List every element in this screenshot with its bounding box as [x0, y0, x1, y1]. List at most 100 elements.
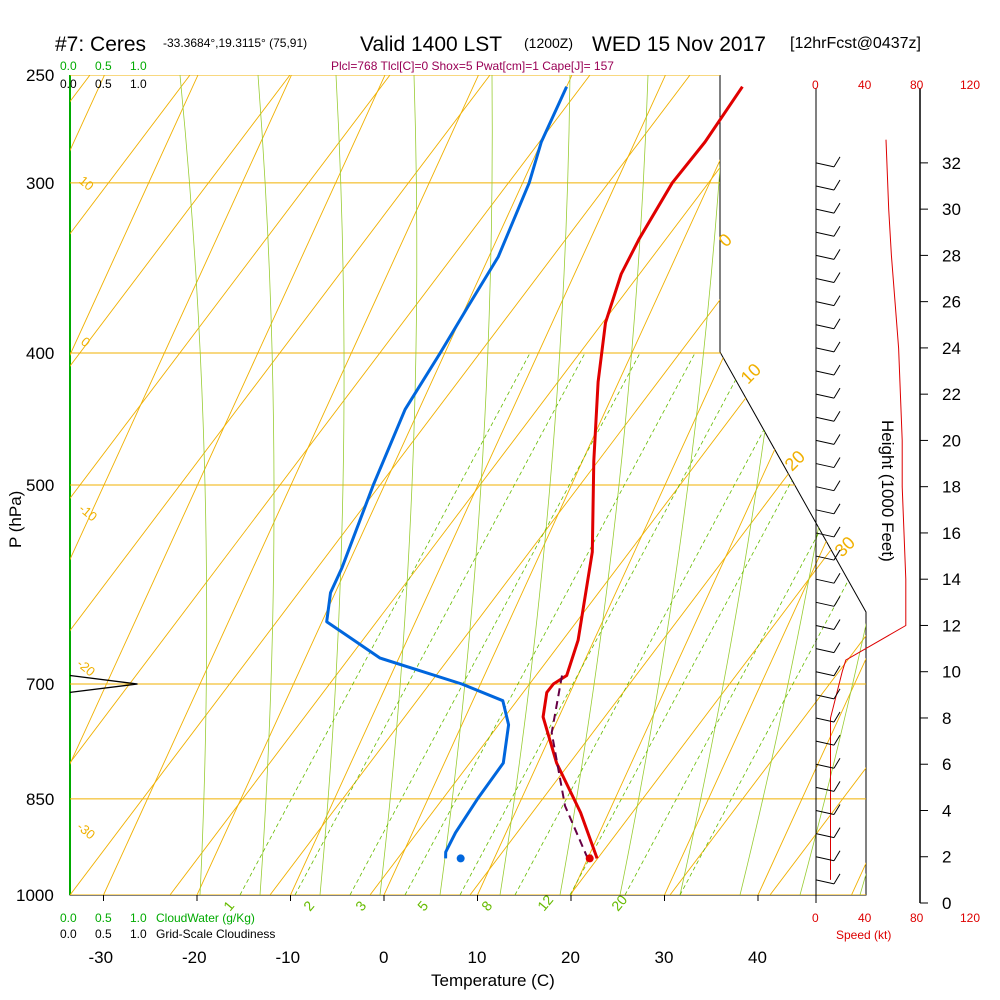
dry-adiabat — [970, 75, 1000, 895]
dry-adiabat-label: -10 — [76, 501, 100, 525]
wind-barb-flag — [833, 734, 841, 746]
wind-barb-flag — [833, 387, 841, 399]
height-tick-label: 2 — [942, 848, 951, 867]
x-tick-label: 40 — [748, 948, 767, 967]
isotherm — [757, 75, 866, 895]
dry-adiabat — [669, 75, 866, 895]
wind-barb — [815, 278, 835, 284]
dry-adiabat-label: 0 — [78, 334, 93, 350]
wind-barb — [815, 439, 835, 445]
speed-tick-top: 40 — [858, 78, 872, 92]
wind-barb — [815, 671, 835, 677]
moist-adiabat — [499, 75, 571, 895]
wind-barb — [815, 809, 835, 815]
dry-adiabat — [469, 75, 866, 895]
speed-tick-bottom: 120 — [960, 911, 980, 925]
height-tick-label: 22 — [942, 385, 961, 404]
cloudiness-axis-title: Grid-Scale Cloudiness — [156, 927, 275, 941]
wind-barb-flag — [833, 596, 841, 607]
surface-temperature — [585, 854, 594, 863]
isotherm — [0, 75, 11, 895]
height-tick-label: 30 — [942, 200, 961, 219]
dry-adiabat — [70, 75, 591, 895]
moist-adiabat-label: 10 — [737, 360, 765, 388]
mixing-ratio-line — [404, 352, 696, 895]
wind-barb-flag — [833, 318, 841, 330]
wind-barb-flag — [833, 272, 841, 283]
cloudwater-tick-top: 0.5 — [95, 59, 112, 73]
y-tick-label: 300 — [26, 174, 54, 193]
wind-barb — [815, 555, 835, 561]
temperature-line — [541, 85, 744, 859]
x-tick-label: 20 — [561, 948, 580, 967]
dry-adiabat — [70, 75, 391, 895]
speed-tick-bottom: 80 — [910, 911, 924, 925]
dewpoint-line — [325, 86, 568, 859]
height-tick-label: 8 — [942, 709, 951, 728]
wind-barb — [815, 486, 835, 492]
height-tick-label: 24 — [942, 339, 961, 358]
wind-barb — [815, 185, 835, 191]
wind-barb-flag — [833, 688, 841, 700]
dry-adiabat — [70, 75, 691, 895]
wind-barb-flag — [833, 411, 841, 422]
height-tick-label: 4 — [942, 801, 951, 820]
height-tick-label: 18 — [942, 478, 961, 497]
mixing-ratio-label: 3 — [352, 898, 369, 914]
dry-adiabat — [70, 75, 191, 895]
isotherm — [70, 75, 199, 895]
height-tick-label: 20 — [942, 431, 961, 450]
y-tick-label: 400 — [26, 344, 54, 363]
wind-barb-flag — [833, 572, 841, 584]
cloudwater-tick-bottom: 0.0 — [60, 911, 77, 925]
x-tick-label: 30 — [655, 948, 674, 967]
wind-barb — [815, 416, 835, 422]
cloudiness-tick-bottom: 1.0 — [130, 927, 147, 941]
height-tick-label: 14 — [942, 570, 961, 589]
speed-tick-top: 0 — [812, 78, 819, 92]
wind-barb-flag — [833, 711, 841, 723]
utc-time: (1200Z) — [524, 35, 573, 51]
cloudwater-tick-top: 1.0 — [130, 59, 147, 73]
height-tick-label: 26 — [942, 293, 961, 312]
moist-adiabat — [439, 75, 493, 895]
moist-adiabat — [319, 75, 345, 895]
forecast-info: [12hrFcst@0437z] — [790, 35, 921, 52]
moist-adiabat — [619, 75, 727, 895]
wind-barb — [815, 740, 835, 746]
mixing-ratio-line — [514, 352, 806, 895]
axes: 0246810121416182022242628303200404080801… — [16, 59, 980, 967]
height-tick-label: 28 — [942, 246, 961, 265]
isotherm — [70, 75, 386, 895]
mixing-ratio-label: 2 — [300, 898, 317, 914]
wind-barb-flag — [833, 873, 841, 885]
wind-barb-flag — [833, 503, 841, 515]
wind-barb — [815, 463, 835, 469]
moist-adiabat — [799, 75, 866, 895]
moist-adiabat — [559, 75, 649, 895]
wind-barb — [815, 324, 835, 330]
moist-adiabat — [379, 75, 418, 895]
wind-barb — [815, 578, 835, 584]
wind-barb-flag — [833, 757, 841, 769]
moist-adiabat-label: 0 — [715, 230, 736, 251]
moist-adiabat — [179, 75, 208, 895]
wind-barb-flag — [833, 179, 841, 191]
y-tick-label: 250 — [26, 66, 54, 85]
cloudwater-tick-top: 0.0 — [60, 59, 77, 73]
wind-barb-flag — [833, 781, 841, 792]
height-axis-title: Height (1000 Feet) — [878, 420, 897, 562]
isotherm — [103, 75, 479, 895]
wind-barb-flag — [833, 457, 841, 468]
x-axis-title: Temperature (C) — [431, 971, 555, 990]
wind-barb — [815, 856, 835, 862]
sounding-series — [69, 85, 744, 863]
cloudiness-tick-bottom: 0.0 — [60, 927, 77, 941]
cloudwater-tick-bottom: 1.0 — [130, 911, 147, 925]
y-tick-label: 700 — [26, 675, 54, 694]
wind-barb-flag — [833, 619, 841, 630]
x-tick-label: 0 — [379, 948, 388, 967]
y-tick-label: 850 — [26, 790, 54, 809]
isotherm — [851, 75, 866, 895]
